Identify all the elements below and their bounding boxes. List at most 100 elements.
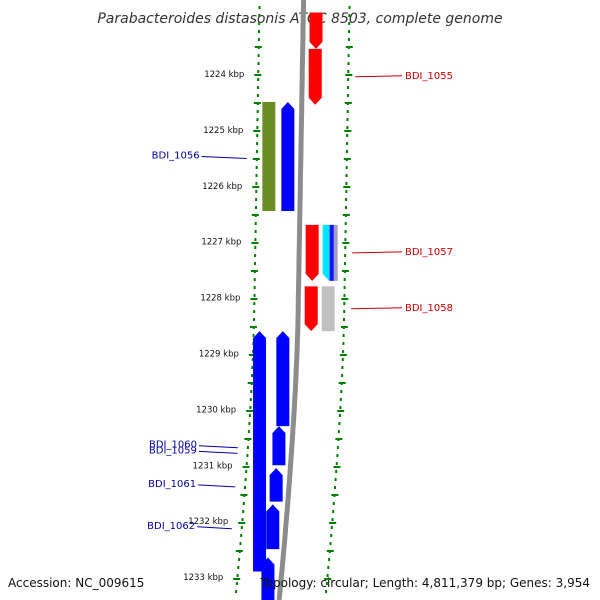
gene-arrow-g0[interactable]: [309, 12, 323, 49]
ruler-dot: [343, 294, 346, 297]
ruler-dot: [244, 478, 247, 481]
ruler-minor-tick: [344, 130, 352, 132]
ruler-dot: [254, 254, 257, 257]
ruler-dot: [258, 14, 261, 17]
ruler-dot: [257, 86, 260, 89]
ruler-dot: [257, 70, 260, 73]
ruler-dot: [240, 534, 243, 537]
gene-arrow-g_red_1058[interactable]: [304, 286, 318, 332]
ruler-dot: [344, 222, 347, 225]
gene-arrow-BDI_1061[interactable]: [269, 468, 283, 502]
ruler-minor-tick: [343, 158, 351, 160]
ruler-dot: [335, 462, 338, 465]
ruler-dot: [237, 566, 240, 569]
ruler-dot: [255, 198, 258, 201]
ruler-dot: [348, 6, 351, 9]
ruler-dot: [347, 54, 350, 57]
ruler-minor-tick: [253, 130, 261, 132]
ruler-minor-tick: [338, 382, 346, 384]
ruler-dot: [341, 358, 344, 361]
ruler-dot: [343, 278, 346, 281]
ruler-dot: [345, 206, 347, 209]
gene-label-BDI_1059[interactable]: BDI_1059: [149, 445, 197, 456]
ruler-minor-tick: [249, 326, 257, 328]
ruler-minor-tick: [331, 494, 339, 496]
ruler-dot: [344, 262, 346, 265]
ruler-tick-label: 1230 kbp: [196, 405, 236, 415]
gene-arrow-BDI_1058[interactable]: [321, 286, 335, 332]
ruler-minor-tick: [254, 74, 262, 76]
ruler-dot: [332, 502, 335, 505]
gene-arrow-BDI_1059[interactable]: [253, 331, 267, 572]
label-leader-line: [201, 155, 247, 159]
ruler-dot: [342, 350, 345, 353]
ruler-dot: [344, 254, 347, 257]
ruler-dot: [331, 518, 334, 521]
gene-stripe: [329, 224, 335, 281]
ruler-dot: [344, 246, 347, 249]
ruler-minor-tick: [339, 354, 347, 356]
ruler-dot: [338, 422, 341, 425]
ruler-tick-label: 1232 kbp: [188, 517, 228, 527]
ruler-dot: [344, 230, 347, 233]
ruler-dot: [338, 414, 341, 417]
gene-label-BDI_1060[interactable]: BDI_1060: [149, 440, 197, 451]
ruler-dot: [249, 398, 252, 401]
ruler-dot: [343, 302, 346, 305]
gene-label-BDI_1056[interactable]: BDI_1056: [152, 150, 200, 161]
gene-label-BDI_1055[interactable]: BDI_1055: [405, 71, 453, 82]
ruler-dot: [245, 462, 248, 465]
ruler-dot: [256, 126, 259, 129]
ruler-dot: [346, 134, 349, 137]
ruler-dot: [242, 502, 245, 505]
gene-arrow-BDI_1056[interactable]: [281, 101, 295, 211]
label-leader-line: [355, 75, 403, 78]
ruler-minor-tick: [340, 326, 348, 328]
gene-label-BDI_1057[interactable]: BDI_1057: [405, 247, 453, 258]
ruler-dot: [346, 94, 349, 97]
ruler-dot: [327, 566, 330, 569]
gene-arrow-g_bottom[interactable]: [261, 557, 275, 600]
gene-arrow-g_red_1057[interactable]: [305, 224, 319, 281]
ruler-minor-tick: [238, 522, 246, 524]
gene-arrow-g_olive[interactable]: [262, 101, 276, 211]
ruler-dot: [345, 174, 348, 177]
ruler-dot: [253, 302, 256, 305]
ruler-dot: [244, 486, 246, 489]
ruler-dot: [246, 454, 249, 457]
gene-label-BDI_1058[interactable]: BDI_1058: [405, 303, 453, 314]
ruler-dot: [248, 414, 251, 417]
gene-arrow-BDI_1060[interactable]: [272, 426, 286, 466]
gene-labels: BDI_1055 BDI_1056 BDI_1057 BDI_1058 BDI_1059…: [147, 71, 453, 532]
ruler-minor-tick: [324, 578, 332, 580]
ruler-minor-tick: [341, 298, 349, 300]
gene-label-BDI_1062[interactable]: BDI_1062: [147, 521, 195, 532]
label-leader-line: [198, 484, 236, 488]
gene-arrow-g_in_1059[interactable]: [276, 331, 290, 427]
gene-label-BDI_1061[interactable]: BDI_1061: [148, 479, 196, 490]
ruler-dot: [246, 446, 249, 449]
gene-stripe: [333, 224, 338, 281]
gene-arrow-BDI_1055[interactable]: [308, 48, 322, 105]
ruler-minor-tick: [341, 270, 349, 272]
ruler-minor-tick: [248, 354, 256, 356]
label-leader-line: [198, 450, 238, 454]
ruler-dot: [347, 38, 350, 41]
ruler-minor-tick: [342, 214, 350, 216]
ruler-dot: [342, 342, 345, 345]
ruler-dot: [251, 366, 254, 369]
ruler-minor-tick: [342, 242, 350, 244]
ruler-dot: [346, 126, 349, 129]
label-leader-line: [197, 526, 232, 530]
ruler-minor-tick: [344, 102, 352, 104]
genome-backbone: [276, 0, 307, 600]
ruler-dot: [253, 310, 256, 313]
ruler-minor-tick: [242, 466, 250, 468]
label-leader-line: [352, 251, 403, 254]
ruler-dot: [236, 574, 239, 577]
ruler-minor-tick: [251, 214, 259, 216]
ruler-dot: [348, 22, 351, 25]
gene-arrow-BDI_1062[interactable]: [266, 504, 280, 550]
ruler-dot: [256, 110, 259, 113]
ruler-dot: [241, 518, 244, 521]
